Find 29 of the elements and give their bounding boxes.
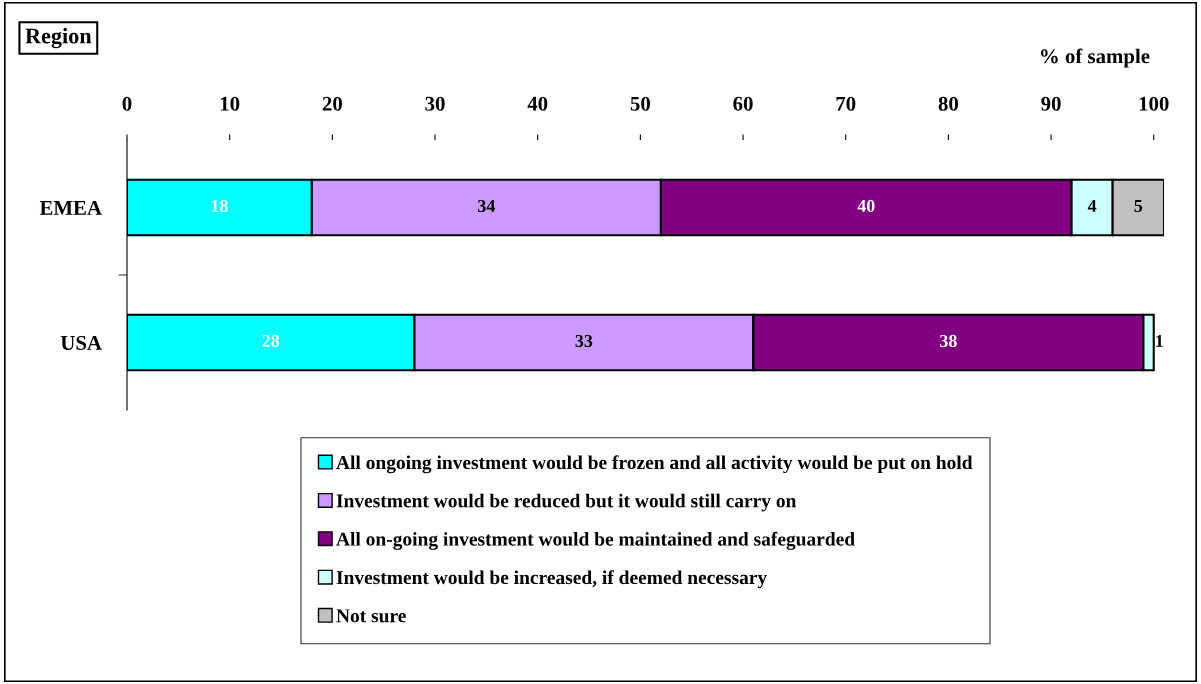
data-label: 18	[211, 199, 228, 213]
x-tick-label: 100	[1139, 96, 1169, 111]
data-label: 34	[478, 199, 496, 213]
x-tick-label: 0	[122, 96, 132, 111]
data-label: 1	[1156, 334, 1163, 347]
x-axis-title: % of sample	[1041, 48, 1150, 68]
legend-label: Not sure	[336, 609, 406, 623]
x-tick-label: 20	[322, 96, 342, 111]
data-label: 4	[1087, 199, 1097, 212]
x-tick-label: 50	[630, 96, 650, 111]
x-tick-label: 90	[1041, 96, 1061, 111]
legend-label: All ongoing investment would be frozen and all activity would be put on hold	[336, 455, 973, 474]
x-tick-label: 40	[527, 96, 548, 111]
text: Region	[25, 27, 92, 49]
data-label: 40	[857, 199, 875, 213]
x-tick-label: 80	[938, 96, 959, 111]
legend-label: All on-going investment would be maintained and safeguarded	[336, 531, 855, 550]
data-label: 33	[575, 334, 593, 348]
x-tick-label: 70	[836, 96, 856, 111]
x-tick-label: 30	[425, 96, 445, 111]
legend-label: Investment would be increased, if deemed necessary	[336, 570, 767, 589]
data-label: 5	[1134, 200, 1143, 213]
data-label: 38	[940, 334, 957, 348]
y-tick-label: USA	[60, 335, 102, 350]
x-tick-label: 10	[220, 96, 240, 111]
legend-label: Investment would be reduced but it would still carry on	[336, 493, 797, 512]
x-tick-label: 60	[733, 96, 753, 111]
data-label: 28	[262, 334, 280, 348]
y-tick-label: EMEA	[39, 200, 102, 215]
